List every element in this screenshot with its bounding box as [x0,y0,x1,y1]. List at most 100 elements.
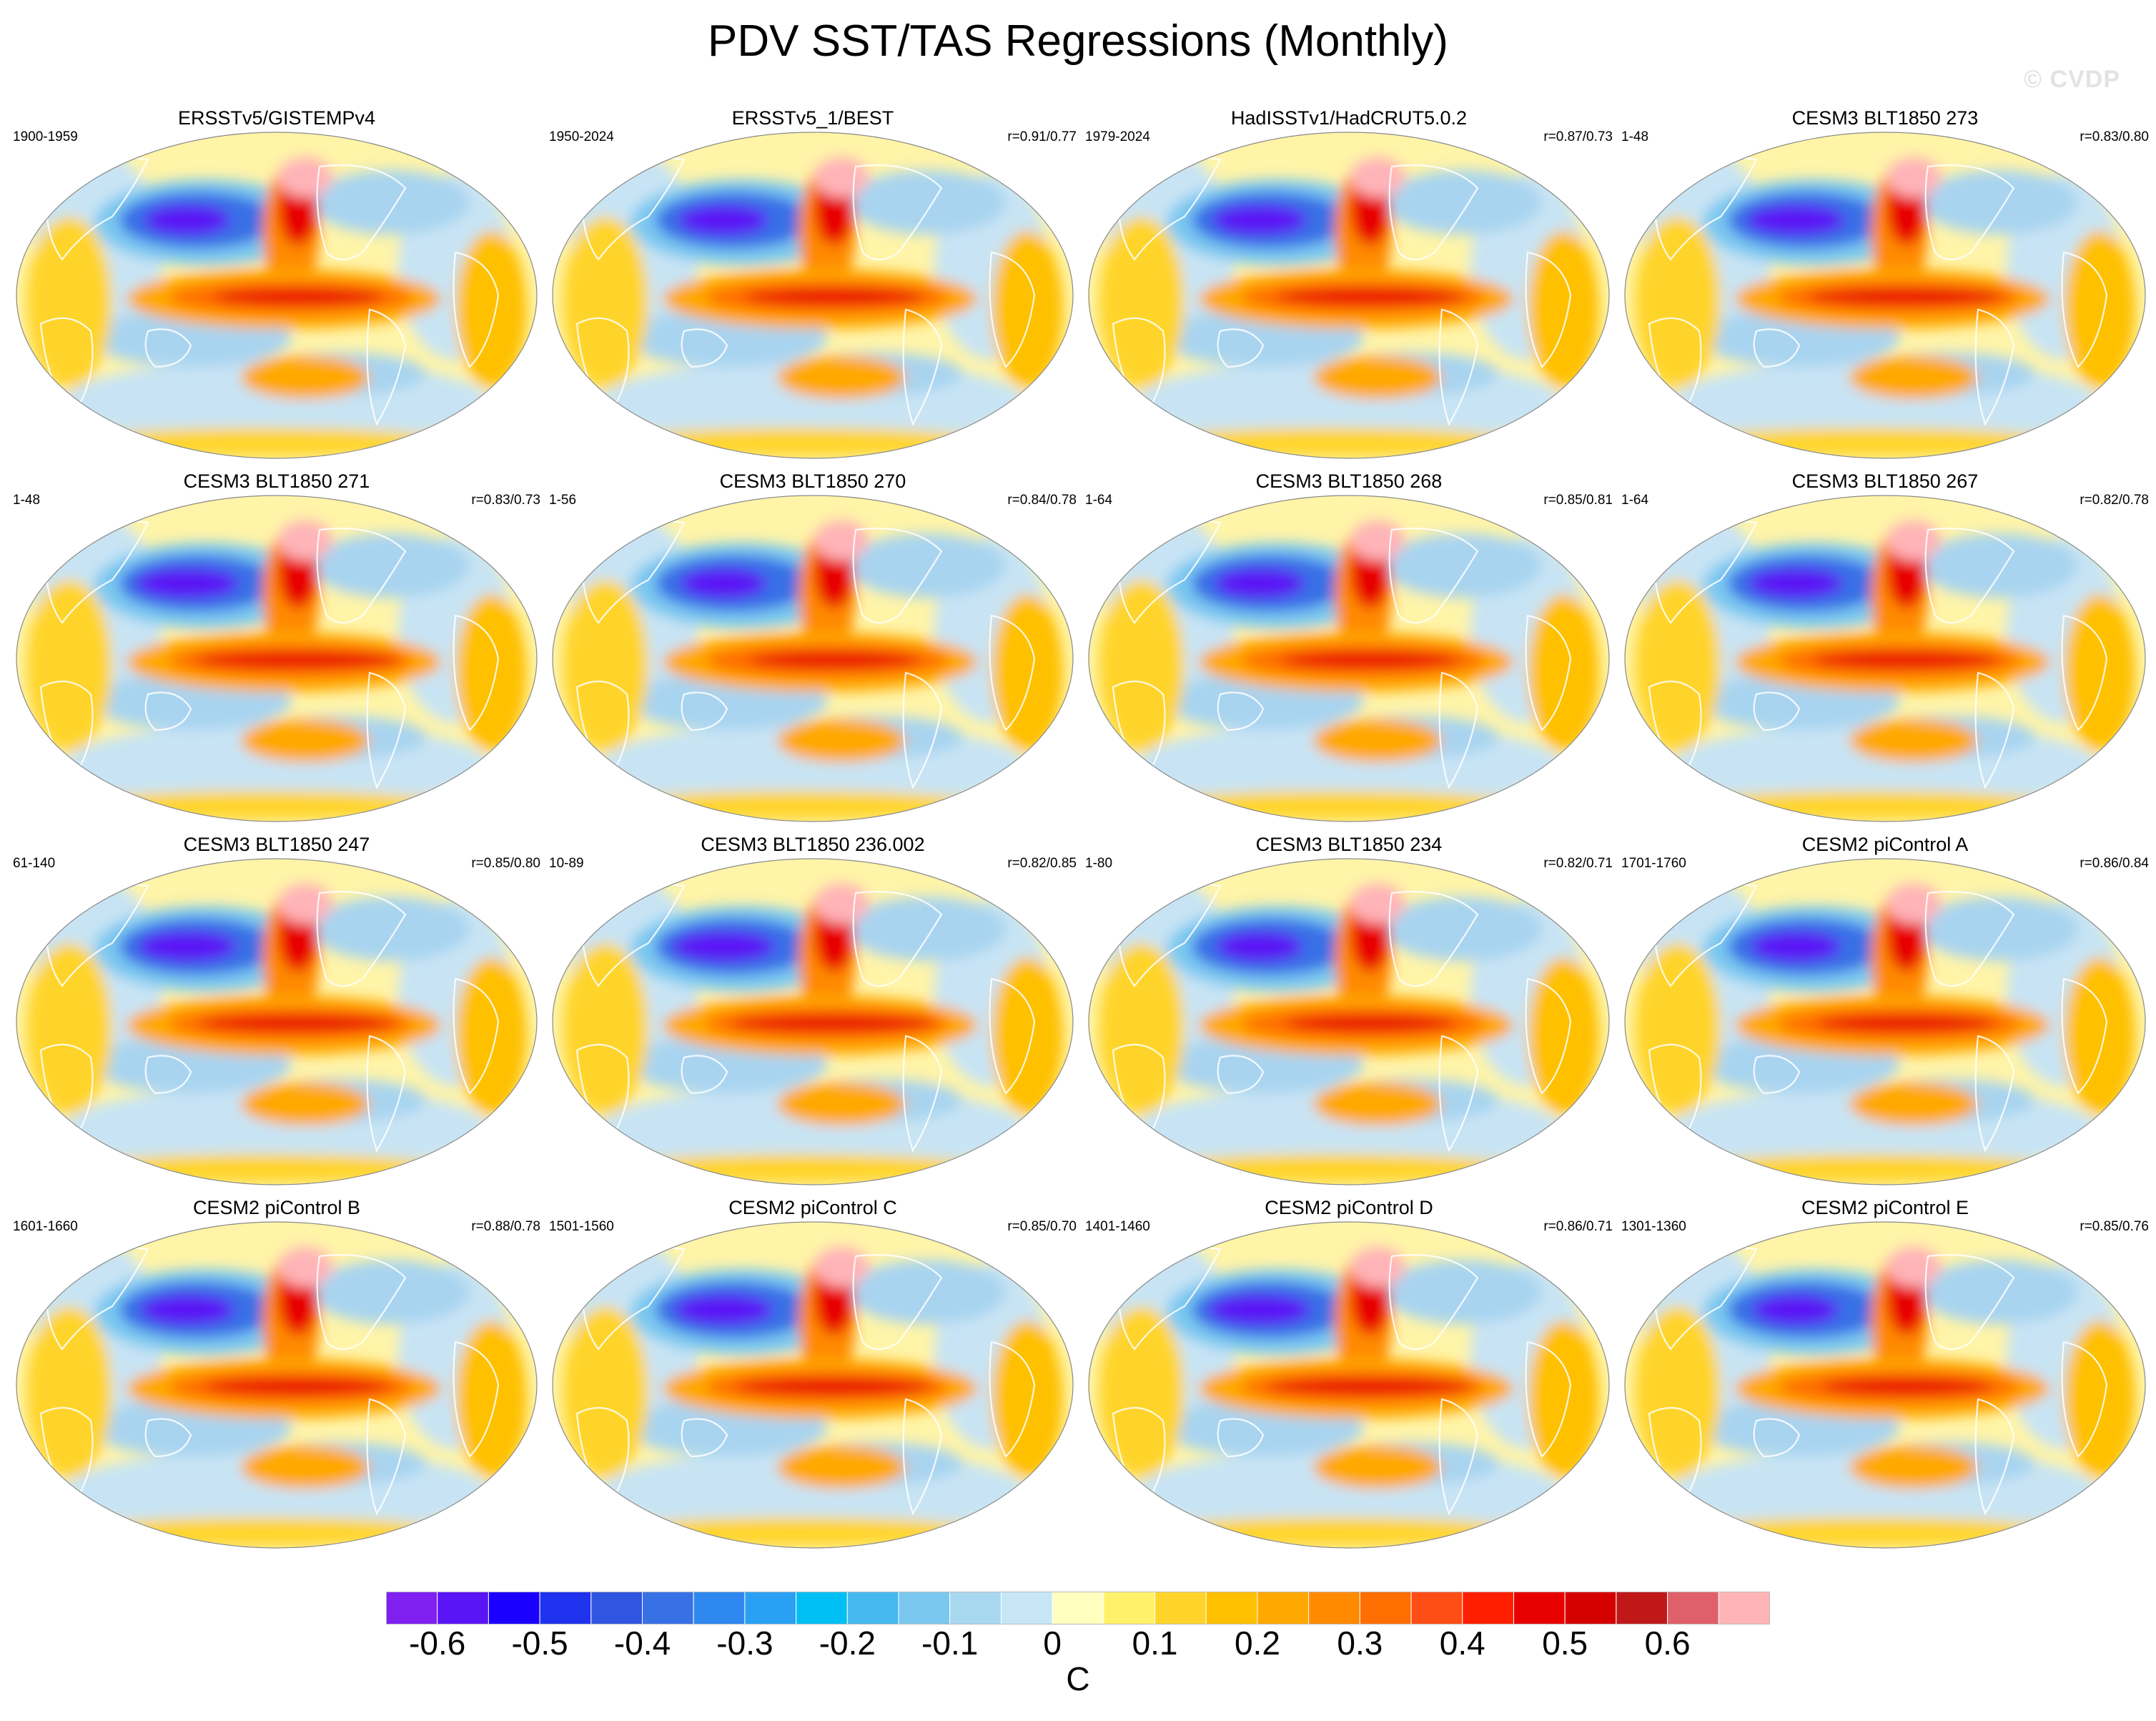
panel-correlation: r=0.85/0.81 [1543,493,1613,508]
colorbar-swatch [796,1592,848,1624]
colorbar-swatch [1410,1592,1463,1624]
map-panel: ERSSTv5_1/BEST 1950-2024 r=0.91/0.77 [545,106,1081,470]
panel-title: CESM2 piControl C [728,1197,897,1218]
panel-title: ERSSTv5_1/BEST [731,107,894,129]
panel-title: CESM3 BLT1850 271 [183,470,370,492]
map-panel: HadISSTv1/HadCRUT5.0.2 1979-2024 r=0.87/0.… [1081,106,1617,470]
map-panel: CESM2 piControl B 1601-1660 r=0.88/0.78 [9,1195,545,1560]
regression-map [1624,1221,2146,1549]
map-panel: CESM2 piControl A 1701-1760 r=0.86/0.84 [1617,832,2153,1197]
regression-map [1088,132,1610,459]
panel-title: CESM2 piControl E [1801,1197,1969,1218]
colorbar-swatch [1308,1592,1360,1624]
panel-correlation: r=0.82/0.71 [1543,856,1613,871]
panel-title: ERSSTv5/GISTEMPv4 [177,107,376,129]
map-panel: CESM3 BLT1850 270 1-56 r=0.84/0.78 [545,469,1081,834]
panel-correlation: r=0.86/0.84 [2080,856,2149,871]
colorbar [386,1592,1770,1624]
regression-map [1088,858,1610,1185]
panel-period: 1-56 [549,493,577,508]
panel-correlation: r=0.88/0.78 [471,1219,540,1234]
panel-title: CESM2 piControl A [1801,834,1969,855]
panel-period: 1-48 [13,493,41,508]
regression-map [1088,495,1610,822]
map-panel: CESM3 BLT1850 267 1-64 r=0.82/0.78 [1617,469,2153,834]
colorbar-swatch [1564,1592,1617,1624]
regression-map [16,858,538,1185]
panel-correlation: r=0.85/0.80 [471,856,540,871]
watermark: © CVDP [2024,66,2120,93]
map-panel: CESM3 BLT1850 247 61-140 r=0.85/0.80 [9,832,545,1197]
regression-map [552,1221,1074,1549]
panel-correlation: r=0.87/0.73 [1543,129,1613,144]
panel-period: 1900-1959 [13,129,78,144]
colorbar-swatch [846,1592,899,1624]
regression-map [16,495,538,822]
colorbar-swatch [642,1592,694,1624]
regression-map [1088,1221,1610,1549]
panel-correlation: r=0.91/0.77 [1007,129,1077,144]
panel-period: 1-64 [1085,493,1113,508]
colorbar-swatch [1616,1592,1668,1624]
panel-period: 61-140 [13,856,56,871]
panel-period: 1-48 [1621,129,1649,144]
colorbar-tick-label: -0.2 [819,1624,876,1662]
map-panel: CESM2 piControl E 1301-1360 r=0.85/0.76 [1617,1195,2153,1560]
panel-correlation: r=0.82/0.85 [1007,856,1077,871]
colorbar-tick-label: 0.5 [1542,1624,1588,1662]
map-panel: CESM2 piControl D 1401-1460 r=0.86/0.71 [1081,1195,1617,1560]
colorbar-swatch [1000,1592,1053,1624]
colorbar-tick-label: -0.6 [409,1624,466,1662]
colorbar-swatch [1205,1592,1258,1624]
colorbar-swatch [693,1592,746,1624]
colorbar-swatch [488,1592,540,1624]
colorbar-swatch [1103,1592,1156,1624]
colorbar-swatch [590,1592,643,1624]
map-panel: CESM2 piControl C 1501-1560 r=0.85/0.70 [545,1195,1081,1560]
colorbar-unit-label: C [1066,1660,1090,1697]
colorbar-tick-label: -0.4 [613,1624,671,1662]
panel-title: CESM2 piControl D [1265,1197,1433,1218]
panel-correlation: r=0.82/0.78 [2080,493,2149,508]
colorbar-swatch [1052,1592,1104,1624]
map-panel: CESM3 BLT1850 273 1-48 r=0.83/0.80 [1617,106,2153,470]
colorbar-swatch [949,1592,1002,1624]
panel-title: CESM3 BLT1850 234 [1255,834,1443,855]
panel-title: CESM3 BLT1850 268 [1255,470,1443,492]
panel-period: 1950-2024 [549,129,614,144]
colorbar-swatch [1718,1592,1770,1624]
map-panel: CESM3 BLT1850 271 1-48 r=0.83/0.73 [9,469,545,834]
panel-correlation: r=0.85/0.70 [1007,1219,1077,1234]
panel-period: 1701-1760 [1621,856,1686,871]
colorbar-swatch [437,1592,489,1624]
panel-period: 1-64 [1621,493,1649,508]
map-panel: ERSSTv5/GISTEMPv4 1900-1959 [9,106,545,470]
colorbar-swatch [898,1592,951,1624]
colorbar-tick-label: 0.2 [1234,1624,1280,1662]
regression-map [1624,132,2146,459]
panel-title: CESM3 BLT1850 267 [1791,470,1979,492]
panel-period: 1979-2024 [1085,129,1150,144]
colorbar-tick-label: -0.3 [716,1624,773,1662]
colorbar-tick-label: -0.1 [921,1624,979,1662]
regression-map [16,132,538,459]
panel-period: 1601-1660 [13,1219,78,1234]
colorbar-tick-label: 0.1 [1132,1624,1178,1662]
colorbar-tick-label: 0.4 [1439,1624,1485,1662]
colorbar-swatch [1257,1592,1310,1624]
colorbar-tick-label: -0.5 [511,1624,568,1662]
colorbar-swatch [1154,1592,1207,1624]
colorbar-swatch [744,1592,797,1624]
colorbar-swatch [1462,1592,1514,1624]
panel-correlation: r=0.84/0.78 [1007,493,1077,508]
main-title: PDV SST/TAS Regressions (Monthly) [708,16,1448,66]
regression-map [1624,495,2146,822]
panel-title: CESM2 piControl B [192,1197,361,1218]
regression-map [1624,858,2146,1185]
colorbar-swatch [1359,1592,1412,1624]
panel-title: CESM3 BLT1850 273 [1791,107,1979,129]
panel-title: CESM3 BLT1850 236.002 [701,834,925,855]
panel-period: 1501-1560 [549,1219,614,1234]
panel-title: CESM3 BLT1850 270 [719,470,906,492]
panel-correlation: r=0.83/0.80 [2080,129,2149,144]
